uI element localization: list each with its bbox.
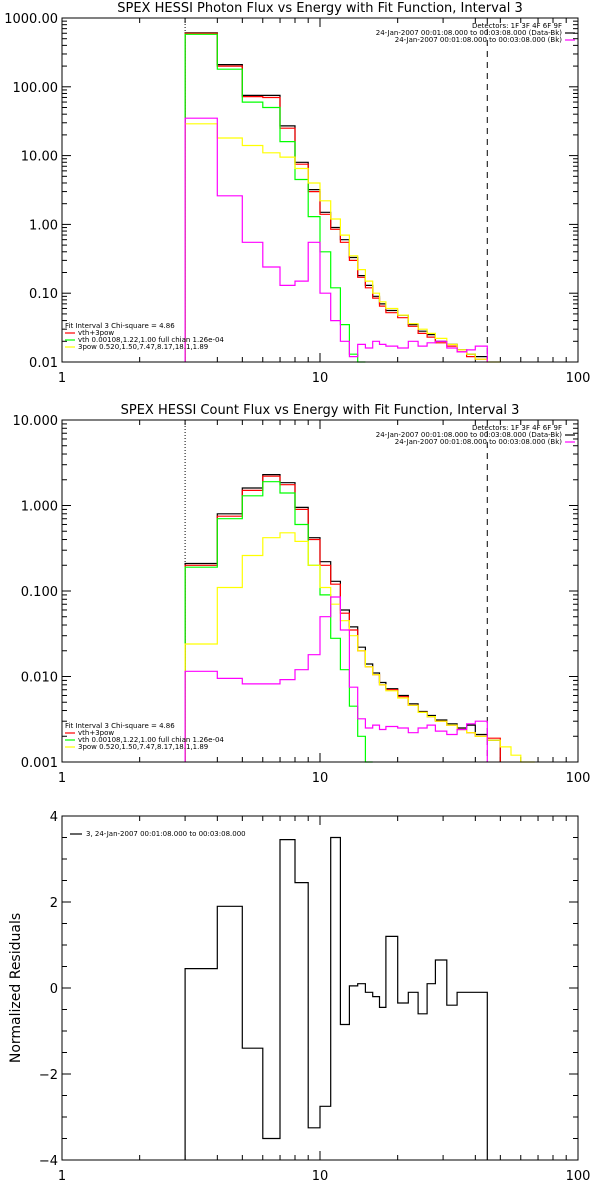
series-line-4 bbox=[184, 532, 535, 763]
legend-entry: 3pow 0.520,1.50,7.47,8.17,18.1,1.89 bbox=[78, 343, 208, 351]
legend-entry: 24-Jan-2007 00:01:08.000 to 00:03:08.000… bbox=[395, 36, 563, 44]
y-tick-label: 0.100 bbox=[21, 585, 58, 600]
legend-entry: 24-Jan-2007 00:01:08.000 to 00:03:08.000… bbox=[395, 438, 563, 446]
y-tick-label: 0 bbox=[50, 982, 58, 997]
x-tick-label: 1 bbox=[58, 771, 66, 786]
series-line-3 bbox=[184, 33, 366, 363]
series-line-2 bbox=[184, 32, 488, 362]
legend-entry: Fit Interval 3 Chi-square = 4.86 bbox=[65, 722, 175, 730]
legend-entry: 3pow 0.520,1.50,7.47,8.17,18.1,1.89 bbox=[78, 743, 208, 751]
legend-entry: vth+3pow bbox=[78, 329, 114, 337]
legend-entry: vth 0.00108,1.22,1.00 full chian 1.26e-0… bbox=[78, 336, 224, 344]
y-tick-label: 10.000 bbox=[13, 414, 59, 429]
y-tick-label: 100.00 bbox=[13, 81, 59, 96]
series-line-3 bbox=[184, 481, 373, 763]
y-tick-label: 0.010 bbox=[21, 671, 58, 686]
y-axis-label: Normalized Residuals bbox=[8, 913, 24, 1063]
plot-frame bbox=[61, 815, 579, 1161]
series-line-1 bbox=[184, 836, 488, 1160]
y-tick-label: 2 bbox=[50, 896, 58, 911]
y-tick-label: 1.00 bbox=[29, 218, 58, 233]
legend-entry: 24-Jan-2007 00:01:08.000 to 00:03:08.000… bbox=[376, 431, 563, 439]
series-line-1 bbox=[184, 32, 488, 362]
x-tick-label: 100 bbox=[566, 1169, 591, 1184]
series-line-1 bbox=[184, 474, 501, 762]
legend-entry: Fit Interval 3 Chi-square = 4.86 bbox=[65, 322, 175, 330]
y-tick-label: −2 bbox=[39, 1068, 58, 1083]
y-tick-label: 0.01 bbox=[29, 356, 58, 371]
legend-entry: Detectors: 1F 3F 4F 6F 9F bbox=[472, 22, 562, 30]
legend-entry: Detectors: 1F 3F 4F 6F 9F bbox=[472, 424, 562, 432]
y-tick-label: 0.001 bbox=[21, 756, 58, 771]
x-tick-label: 1 bbox=[58, 371, 66, 386]
y-tick-label: 1.000 bbox=[21, 500, 58, 515]
plot-frame bbox=[61, 17, 579, 363]
panel-1: SPEX HESSI Photon Flux vs Energy with Fi… bbox=[4, 1, 590, 386]
y-tick-label: 1000.00 bbox=[4, 12, 58, 27]
x-tick-label: 10 bbox=[312, 1169, 329, 1184]
chart-title: SPEX HESSI Photon Flux vs Energy with Fi… bbox=[117, 1, 523, 16]
legend-entry: vth+3pow bbox=[78, 729, 114, 737]
series-line-5 bbox=[184, 596, 488, 762]
y-tick-label: 10.00 bbox=[21, 150, 58, 165]
y-tick-label: 4 bbox=[50, 810, 58, 825]
series-line-4 bbox=[184, 123, 501, 363]
plot-frame bbox=[61, 419, 579, 763]
legend-entry: vth 0.00108,1.22,1.00 full chian 1.26e-0… bbox=[78, 736, 224, 744]
x-tick-label: 100 bbox=[566, 371, 591, 386]
panel-2: SPEX HESSI Count Flux vs Energy with Fit… bbox=[13, 403, 591, 786]
panel-3: Normalized Residuals 1 10 100 −4 −2 0 2 4 3, 24-J… bbox=[8, 810, 590, 1184]
legend-entry: 24-Jan-2007 00:01:08.000 to 00:03:08.000… bbox=[376, 29, 563, 37]
chart-title: SPEX HESSI Count Flux vs Energy with Fit… bbox=[121, 403, 520, 418]
legend-entry: 3, 24-Jan-2007 00:01:08.000 to 00:03:08.… bbox=[86, 830, 246, 838]
series-line-5 bbox=[184, 117, 488, 362]
x-tick-label: 10 bbox=[312, 371, 329, 386]
y-tick-label: −4 bbox=[39, 1154, 58, 1169]
y-tick-label: 0.10 bbox=[29, 287, 58, 302]
x-tick-label: 1 bbox=[58, 1169, 66, 1184]
x-tick-label: 10 bbox=[312, 771, 329, 786]
x-tick-label: 100 bbox=[566, 771, 591, 786]
